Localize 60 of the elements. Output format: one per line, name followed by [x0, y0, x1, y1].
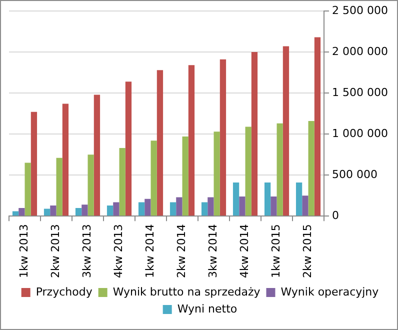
bar — [150, 140, 157, 216]
bar — [12, 211, 19, 216]
y-tick-label: 500 000 — [332, 168, 378, 181]
bar — [30, 112, 38, 216]
x-tick-label: 3kw 2014 — [206, 224, 220, 278]
bar — [201, 202, 208, 216]
bar — [314, 37, 321, 216]
bar — [144, 198, 151, 216]
bar — [62, 104, 69, 216]
bar — [296, 182, 302, 216]
bar — [44, 208, 50, 216]
legend-label: Wynik brutto na sprzedaży — [112, 285, 261, 298]
x-tick-label: 3kw 2013 — [80, 224, 94, 278]
legend-label: Przychody — [36, 285, 93, 298]
bar — [18, 208, 25, 216]
bar — [239, 196, 246, 216]
bar — [56, 158, 62, 216]
bar — [308, 120, 314, 216]
x-tick-label: 2kw 2015 — [301, 224, 314, 278]
bar — [156, 70, 164, 216]
bar — [176, 197, 182, 216]
bar — [264, 182, 271, 216]
bar — [138, 202, 145, 216]
bar — [276, 123, 283, 216]
bar — [88, 154, 94, 216]
y-tick-label: 1 500 000 — [332, 86, 388, 99]
bar — [75, 208, 82, 216]
y-tick-label: 2 500 000 — [332, 4, 388, 17]
bar — [214, 132, 220, 216]
bar — [24, 162, 31, 216]
bar — [220, 59, 226, 216]
legend-label: Wyni netto — [177, 302, 238, 316]
y-tick-label: 0 — [332, 209, 340, 222]
bar — [232, 182, 240, 216]
bar — [170, 202, 176, 216]
legend-label: Wynik operacyjny — [280, 285, 380, 298]
x-tick-label: 1kw 2013 — [18, 224, 31, 278]
bar — [245, 126, 252, 216]
x-tick-label: 1kw 2014 — [144, 224, 157, 278]
x-tick-label: 4kw 2013 — [112, 224, 126, 278]
bar — [188, 65, 195, 216]
x-tick-label: 2kw 2014 — [175, 224, 188, 278]
x-tick-label: 1kw 2015 — [270, 224, 283, 278]
x-tick-label: 4kw 2014 — [238, 224, 252, 278]
bar — [282, 46, 290, 216]
bar — [182, 136, 188, 216]
y-tick-label: 2 000 000 — [332, 44, 388, 58]
bar — [208, 197, 214, 216]
bar — [50, 205, 56, 216]
bar — [125, 82, 132, 216]
bar — [270, 196, 277, 216]
bar — [251, 52, 258, 216]
bar — [113, 202, 120, 216]
bar — [106, 205, 114, 216]
bar — [119, 148, 126, 216]
y-tick-label: 1 000 000 — [332, 126, 388, 140]
bar — [82, 204, 88, 216]
bar — [94, 94, 100, 216]
x-tick-label: 2kw 2013 — [49, 224, 62, 278]
bar — [302, 196, 308, 216]
